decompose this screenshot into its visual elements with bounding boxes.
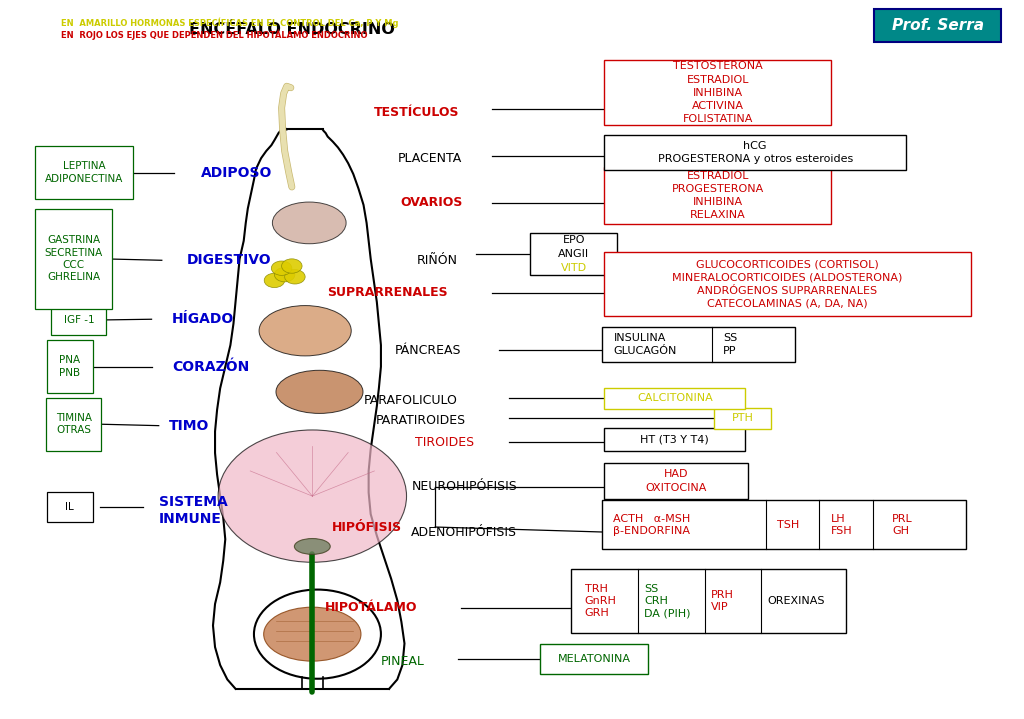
Text: ANGII: ANGII [558, 249, 590, 259]
Text: LEPTINA
ADIPONECTINA: LEPTINA ADIPONECTINA [45, 161, 123, 184]
Text: SS
CRH
DA (PIH): SS CRH DA (PIH) [644, 584, 690, 618]
Text: TIROIDES: TIROIDES [415, 436, 474, 449]
Text: IL: IL [66, 502, 74, 512]
Text: PRL
GH: PRL GH [892, 513, 912, 536]
Text: PLACENTA: PLACENTA [397, 152, 462, 165]
FancyBboxPatch shape [604, 135, 906, 170]
Text: EN  AMARILLO HORMONAS ESPECÍFICAS EN EL CONTROL DEL Ca, P Y Mg: EN AMARILLO HORMONAS ESPECÍFICAS EN EL C… [61, 18, 399, 28]
Circle shape [282, 259, 302, 273]
FancyBboxPatch shape [571, 569, 846, 633]
FancyBboxPatch shape [47, 493, 92, 522]
Text: INSULINA
GLUCAGÓN: INSULINA GLUCAGÓN [613, 333, 677, 356]
FancyBboxPatch shape [604, 463, 748, 499]
FancyBboxPatch shape [604, 388, 745, 409]
Text: TIMO: TIMO [169, 418, 209, 433]
Text: PNA
PNB: PNA PNB [59, 355, 80, 378]
Text: EPO: EPO [563, 235, 585, 245]
Text: OVARIOS: OVARIOS [400, 196, 463, 209]
Circle shape [218, 430, 407, 562]
FancyBboxPatch shape [35, 146, 133, 199]
Text: DIGESTIVO: DIGESTIVO [186, 253, 271, 267]
FancyBboxPatch shape [46, 398, 101, 451]
FancyBboxPatch shape [604, 428, 745, 451]
Text: EN  ROJO LOS EJES QUE DEPENDEN DEL HIPOTÁLAMO ENDOCRINO: EN ROJO LOS EJES QUE DEPENDEN DEL HIPOTÁ… [61, 29, 368, 40]
FancyBboxPatch shape [602, 500, 966, 549]
Text: CORAZÓN: CORAZÓN [172, 360, 249, 374]
Text: PINEAL: PINEAL [381, 655, 425, 668]
FancyBboxPatch shape [47, 340, 92, 393]
Text: TRH
GnRH
GRH: TRH GnRH GRH [585, 584, 616, 618]
Text: PRH
VIP: PRH VIP [711, 590, 733, 613]
Text: hCG
PROGESTERONA y otros esteroides: hCG PROGESTERONA y otros esteroides [657, 141, 853, 164]
FancyBboxPatch shape [35, 209, 112, 309]
Text: SS
PP: SS PP [723, 333, 737, 356]
Text: PARAFOLICULO: PARAFOLICULO [364, 394, 458, 407]
Text: ESTRADIOL
PROGESTERONA
INHIBINA
RELAXINA: ESTRADIOL PROGESTERONA INHIBINA RELAXINA [672, 171, 764, 220]
Circle shape [285, 270, 305, 284]
Ellipse shape [264, 607, 360, 661]
Text: GLUCOCORTICOIDES (CORTISOL)
MINERALOCORTICOIDES (ALDOSTERONA)
ANDRÓGENOS SUPRARR: GLUCOCORTICOIDES (CORTISOL) MINERALOCORT… [673, 260, 902, 308]
Text: GASTRINA
SECRETINA
CCC
GHRELINA: GASTRINA SECRETINA CCC GHRELINA [45, 235, 102, 283]
Text: TIMINA
OTRAS: TIMINA OTRAS [55, 413, 92, 436]
Text: TESTOSTERONA
ESTRADIOL
INHIBINA
ACTIVINA
FOLISTATINA: TESTOSTERONA ESTRADIOL INHIBINA ACTIVINA… [673, 61, 763, 124]
Text: HIPOTÁLAMO: HIPOTÁLAMO [326, 601, 418, 614]
Text: ENCÉFALO ENDOCRINO: ENCÉFALO ENDOCRINO [188, 22, 395, 37]
Text: RIÑÓN: RIÑÓN [417, 254, 458, 267]
FancyBboxPatch shape [874, 9, 1001, 42]
Text: TSH: TSH [777, 520, 800, 530]
Circle shape [271, 261, 292, 275]
Text: HAD
OXITOCINA: HAD OXITOCINA [645, 470, 707, 493]
Text: HÍGADO: HÍGADO [172, 312, 234, 326]
Text: SUPRARRENALES: SUPRARRENALES [327, 286, 447, 299]
Text: NEUROHIPÓFISIS: NEUROHIPÓFISIS [412, 480, 517, 493]
Text: CALCITONINA: CALCITONINA [637, 393, 713, 403]
Text: Prof. Serra: Prof. Serra [892, 18, 984, 32]
Text: HT (T3 Y T4): HT (T3 Y T4) [640, 434, 710, 444]
Text: MELATONINA: MELATONINA [557, 654, 631, 664]
Text: PTH: PTH [731, 413, 754, 423]
FancyBboxPatch shape [604, 167, 831, 224]
FancyBboxPatch shape [540, 644, 648, 674]
Text: HIPÓFISIS: HIPÓFISIS [333, 521, 402, 533]
FancyBboxPatch shape [51, 305, 106, 334]
Text: ADENOHIPÓFISIS: ADENOHIPÓFISIS [411, 526, 517, 539]
FancyBboxPatch shape [602, 327, 795, 362]
Ellipse shape [259, 306, 351, 356]
Text: ACTH   α-MSH
β-ENDORFINA: ACTH α-MSH β-ENDORFINA [613, 513, 690, 536]
Ellipse shape [295, 539, 330, 554]
Circle shape [274, 267, 295, 282]
Circle shape [264, 273, 285, 288]
Text: PÁNCREAS: PÁNCREAS [394, 344, 461, 357]
Text: PARATIROIDES: PARATIROIDES [376, 414, 466, 427]
Text: ADIPOSO: ADIPOSO [201, 165, 272, 180]
Text: IGF -1: IGF -1 [63, 315, 94, 325]
FancyBboxPatch shape [530, 233, 617, 275]
Text: SISTEMA
INMUNE: SISTEMA INMUNE [159, 495, 227, 526]
Text: LH
FSH: LH FSH [830, 513, 852, 536]
FancyBboxPatch shape [604, 60, 831, 125]
FancyBboxPatch shape [714, 408, 771, 429]
Ellipse shape [272, 202, 346, 244]
Text: VITD: VITD [561, 262, 587, 273]
Ellipse shape [276, 370, 362, 413]
FancyBboxPatch shape [604, 252, 971, 316]
Text: OREXINAS: OREXINAS [767, 596, 824, 606]
Text: TESTÍCULOS: TESTÍCULOS [375, 106, 460, 119]
